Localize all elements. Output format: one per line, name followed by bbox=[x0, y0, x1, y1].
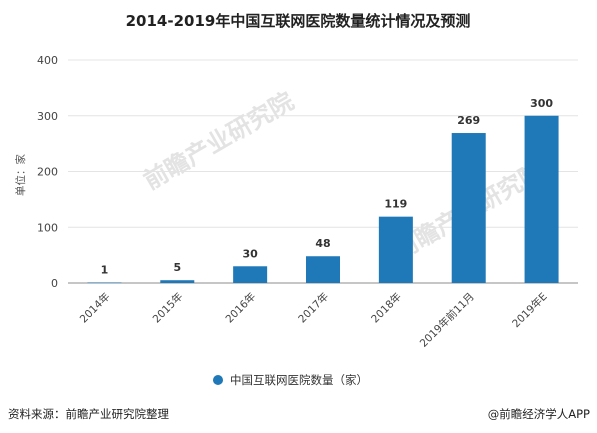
data-label: 300 bbox=[530, 97, 553, 110]
data-label: 48 bbox=[315, 237, 330, 250]
y-tick-label: 200 bbox=[37, 166, 58, 179]
chart-title: 2014-2019年中国互联网医院数量统计情况及预测 bbox=[126, 12, 471, 30]
y-tick-label: 100 bbox=[37, 221, 58, 234]
x-tick-label: 2016年 bbox=[223, 290, 259, 326]
y-axis-label: 单位：家 bbox=[14, 154, 27, 196]
bar bbox=[451, 133, 486, 283]
gridlines bbox=[68, 59, 578, 284]
y-tick-label: 0 bbox=[51, 277, 58, 290]
bar bbox=[87, 282, 122, 284]
data-label: 30 bbox=[242, 247, 258, 260]
x-axis-ticks: 2014年 2015年 2016年 2017年 2018年 2019年前11月 2019年E bbox=[77, 290, 550, 350]
bar bbox=[160, 280, 195, 283]
x-tick-label: 2019年E bbox=[509, 290, 549, 330]
legend-marker bbox=[213, 375, 223, 385]
x-tick-label: 2015年 bbox=[150, 290, 186, 326]
bars bbox=[87, 115, 559, 284]
watermark: 前瞻产业研究院 前瞻产业研究院 bbox=[139, 87, 548, 265]
x-tick-label: 2018年 bbox=[368, 290, 404, 326]
x-tick-label: 2017年 bbox=[296, 290, 332, 326]
bar bbox=[233, 266, 268, 283]
legend: 中国互联网医院数量（家） bbox=[213, 373, 368, 387]
bar bbox=[306, 256, 340, 283]
brand-label: @前瞻经济学人APP bbox=[488, 407, 590, 421]
data-label: 269 bbox=[457, 114, 480, 127]
y-axis-ticks: 0 100 200 300 400 bbox=[37, 54, 58, 290]
bar bbox=[524, 115, 559, 283]
source-note: 资料来源：前瞻产业研究院整理 bbox=[8, 407, 169, 421]
watermark-text: 前瞻产业研究院 bbox=[139, 87, 298, 195]
x-tick-label: 2014年 bbox=[77, 290, 113, 326]
data-label: 119 bbox=[384, 198, 407, 211]
y-tick-label: 300 bbox=[37, 110, 58, 123]
data-label: 1 bbox=[101, 263, 109, 276]
x-tick-label: 2019年前11月 bbox=[417, 290, 477, 350]
data-labels: 1 5 30 48 119 269 300 bbox=[101, 97, 554, 277]
y-tick-label: 400 bbox=[37, 54, 58, 67]
data-label: 5 bbox=[173, 261, 181, 274]
legend-label: 中国互联网医院数量（家） bbox=[230, 373, 368, 387]
bar bbox=[378, 216, 413, 283]
